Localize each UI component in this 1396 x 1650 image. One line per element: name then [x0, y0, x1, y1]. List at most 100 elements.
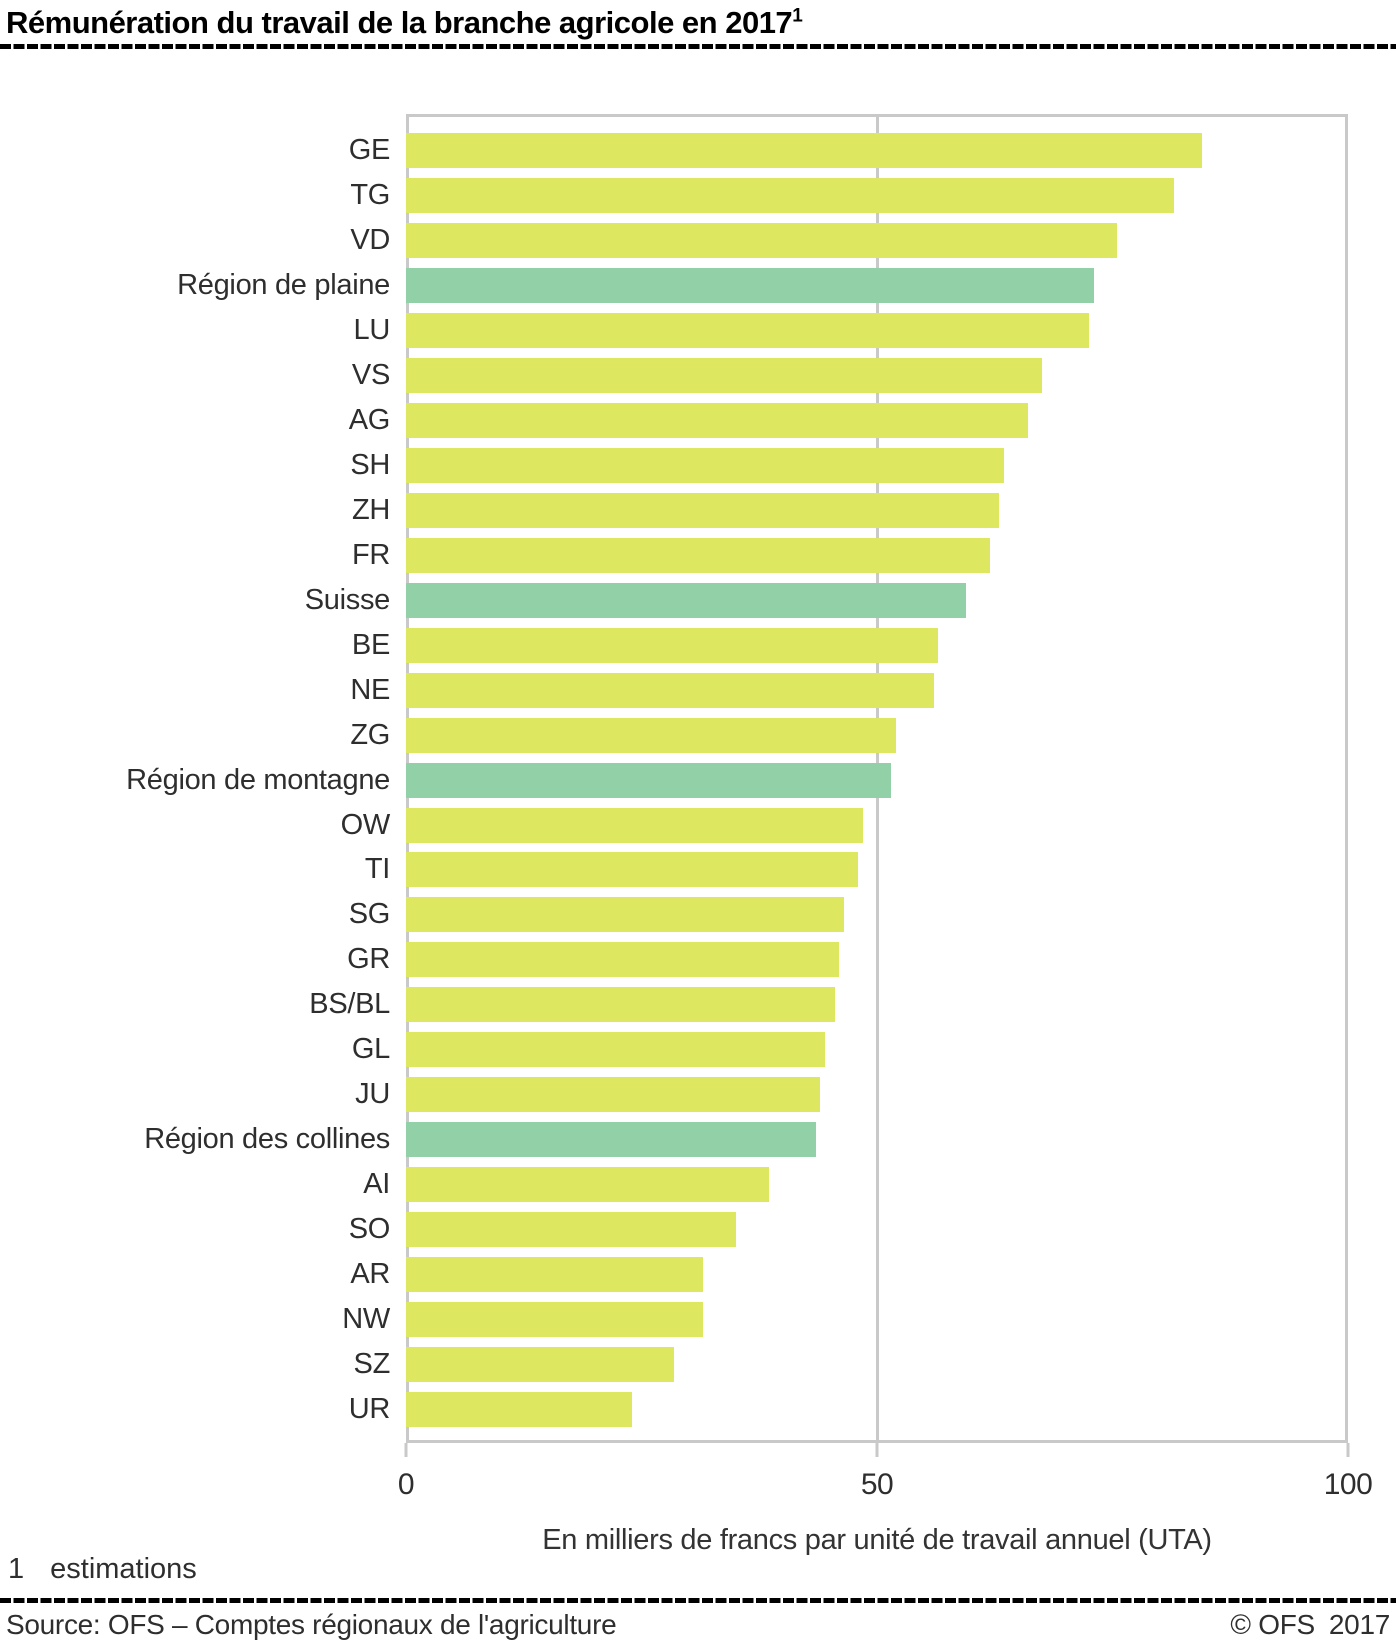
copyright: © OFS 2017	[1230, 1609, 1390, 1641]
bar-label: AG	[348, 403, 391, 436]
bar-label: SZ	[353, 1348, 391, 1381]
x-tick-label-50: 50	[860, 1468, 894, 1501]
bar-row: TI	[0, 848, 1348, 893]
bar-track	[406, 717, 1348, 753]
page-title: Rémunération du travail de la branche ag…	[6, 2, 803, 44]
bar-row: Région de montagne	[0, 758, 1348, 803]
bar-track	[406, 987, 1348, 1023]
bar-label: GE	[348, 133, 391, 166]
canton-bar	[406, 672, 934, 708]
bar-row: BE	[0, 623, 1348, 668]
region-bar	[406, 1122, 816, 1158]
bar-row: VD	[0, 218, 1348, 263]
bar-row: AR	[0, 1252, 1348, 1297]
bar-track	[406, 672, 1348, 708]
bar-label: AR	[350, 1258, 390, 1291]
bar-track	[406, 852, 1348, 888]
bar-label: AI	[363, 1168, 390, 1201]
canton-bar	[406, 222, 1118, 258]
bar-row: JU	[0, 1072, 1348, 1117]
bar-row: Région des collines	[0, 1117, 1348, 1162]
bar-track	[406, 807, 1348, 843]
bar-row: SH	[0, 443, 1348, 488]
bar-track	[406, 177, 1348, 213]
bar-row: SZ	[0, 1342, 1348, 1387]
bar-track	[406, 1167, 1348, 1203]
bar-label: FR	[351, 538, 390, 571]
bar-label: TG	[350, 178, 390, 211]
bar-label: VD	[350, 223, 390, 256]
page-title-text: Rémunération du travail de la branche ag…	[6, 5, 793, 40]
bar-row: GE	[0, 128, 1348, 173]
bar-track	[406, 267, 1348, 303]
x-axis-label: En milliers de francs par unité de trava…	[542, 1524, 1212, 1556]
bar-label: Région des collines	[144, 1123, 390, 1156]
bar-track	[406, 942, 1348, 978]
bar-row: LU	[0, 308, 1348, 353]
bar-row: GL	[0, 1027, 1348, 1072]
bar-row: GR	[0, 937, 1348, 982]
region-bar	[406, 267, 1094, 303]
bar-label: UR	[348, 1393, 391, 1426]
footnote-marker: 1	[8, 1553, 25, 1585]
bar-track	[406, 1347, 1348, 1383]
title-rule	[0, 44, 1396, 49]
canton-bar	[406, 447, 1005, 483]
x-tick-label-0: 0	[397, 1468, 415, 1501]
bar-row: BS/BL	[0, 982, 1348, 1027]
bar-row: AG	[0, 398, 1348, 443]
bar-label: ZH	[351, 493, 390, 526]
bar-label: BS/BL	[309, 988, 390, 1021]
tick-mark-100	[1346, 1443, 1350, 1457]
bar-row: Suisse	[0, 578, 1348, 623]
bar-track	[406, 1032, 1348, 1068]
bar-label: LU	[353, 313, 391, 346]
canton-bar	[406, 1257, 703, 1293]
bar-label: Région de plaine	[177, 268, 390, 301]
canton-bar	[406, 1032, 826, 1068]
bar-row: Région de plaine	[0, 263, 1348, 308]
bar-track	[406, 1257, 1348, 1293]
bar-label: GL	[351, 1033, 390, 1066]
bar-track	[406, 1302, 1348, 1338]
footer-rule	[0, 1598, 1396, 1603]
bar-track	[406, 627, 1348, 663]
bar-track	[406, 402, 1348, 438]
bar-row: TG	[0, 173, 1348, 218]
title-footnote-marker: 1	[792, 5, 803, 27]
bar-label: JU	[355, 1078, 390, 1111]
bar-label: VS	[351, 358, 390, 391]
bar-label: SO	[348, 1213, 391, 1246]
bar-track	[406, 582, 1348, 618]
bar-row: FR	[0, 533, 1348, 578]
bar-label: OW	[340, 808, 391, 841]
canton-bar	[406, 492, 1000, 528]
bar-rows: GE TG VD Région de plaine LU VS AG SH ZH FR Suisse…	[0, 114, 1348, 1443]
canton-bar	[406, 357, 1042, 393]
bar-label: TI	[364, 853, 390, 886]
bar-row: UR	[0, 1387, 1348, 1432]
bar-track	[406, 1392, 1348, 1428]
bar-row: NW	[0, 1297, 1348, 1342]
canton-bar	[406, 1347, 675, 1383]
bar-row: ZH	[0, 488, 1348, 533]
bar-label: NW	[342, 1303, 390, 1336]
bar-track	[406, 357, 1348, 393]
bar-track	[406, 1122, 1348, 1158]
bar-track	[406, 492, 1348, 528]
bar-track	[406, 312, 1348, 348]
region-bar	[406, 582, 967, 618]
tick-mark-50	[875, 1443, 879, 1457]
footnote: 1 estimations	[8, 1553, 197, 1586]
footer: Source: OFS – Comptes régionaux de l'agr…	[6, 1609, 1390, 1641]
bar-label: GR	[347, 943, 390, 976]
bar-row: ZG	[0, 713, 1348, 758]
canton-bar	[406, 537, 991, 573]
bar-label: BE	[351, 628, 390, 661]
bar-label: SH	[350, 448, 390, 481]
canton-bar	[406, 627, 939, 663]
canton-bar	[406, 132, 1202, 168]
bar-track	[406, 762, 1348, 798]
canton-bar	[406, 1167, 769, 1203]
canton-bar	[406, 1302, 703, 1338]
